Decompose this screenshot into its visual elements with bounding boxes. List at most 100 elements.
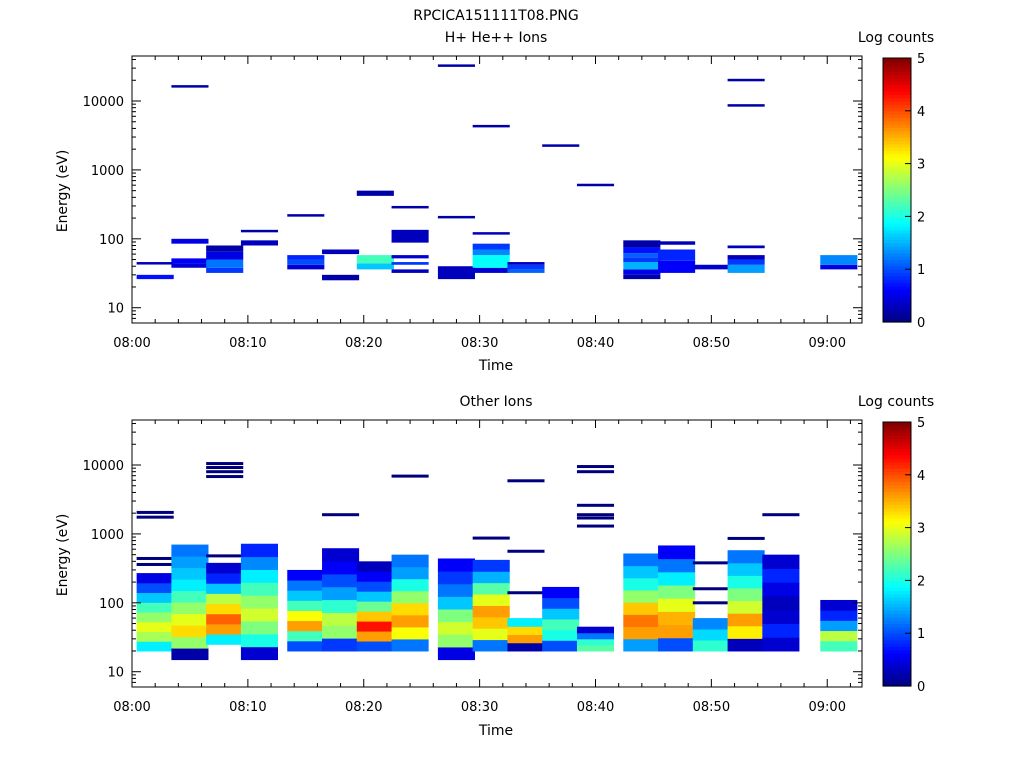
spectrogram-cell bbox=[472, 559, 510, 572]
spectrogram-cell bbox=[287, 569, 325, 581]
spectrogram-cell bbox=[472, 255, 510, 268]
colorbar-swatch bbox=[883, 560, 911, 565]
spectrogram-cell bbox=[472, 571, 510, 584]
colorbar-swatch bbox=[883, 87, 911, 92]
spectrogram-cell bbox=[727, 78, 765, 82]
spectrogram-cell bbox=[623, 626, 661, 640]
colorbar-swatch bbox=[883, 285, 911, 290]
spectrogram-cell bbox=[472, 249, 510, 256]
colorbar-swatch bbox=[883, 190, 911, 194]
x-tick-label: 08:40 bbox=[577, 336, 614, 351]
spectrogram-cell bbox=[206, 583, 244, 594]
colorbar-swatch bbox=[883, 256, 911, 260]
spectrogram-cell bbox=[206, 634, 244, 645]
colorbar-swatch bbox=[883, 173, 911, 178]
spectrogram-cell bbox=[692, 629, 730, 641]
colorbar-tick-label: 1 bbox=[917, 263, 925, 278]
colorbar-swatch bbox=[883, 289, 911, 293]
spectrogram-cell bbox=[206, 245, 244, 252]
spectrogram-cell bbox=[437, 646, 475, 661]
colorbar-frame bbox=[882, 57, 912, 323]
spectrogram-cell bbox=[507, 269, 545, 273]
spectrogram-cell bbox=[437, 571, 475, 585]
colorbar-swatch bbox=[883, 186, 911, 191]
colorbar-bottom: Log counts 0 1 2 3 4 5 bbox=[858, 394, 934, 695]
colorbar-swatch bbox=[883, 229, 911, 234]
spectrogram-cell bbox=[576, 638, 615, 646]
spectrogram-cell bbox=[727, 613, 765, 627]
x-tick-label: 08:20 bbox=[345, 336, 382, 351]
spectrogram-cell bbox=[472, 639, 510, 652]
colorbar-swatch bbox=[883, 140, 911, 145]
spectrogram-cell bbox=[820, 630, 858, 642]
spectrogram-cell bbox=[692, 264, 730, 270]
y-axis-label: Energy (eV) bbox=[55, 514, 71, 597]
spectrogram-cell bbox=[206, 562, 244, 574]
colorbar-swatch bbox=[883, 308, 911, 313]
spectrogram-cell bbox=[171, 625, 209, 638]
spectrogram-cell bbox=[658, 241, 696, 245]
spectrogram-cell bbox=[171, 544, 209, 557]
spectrogram-cell bbox=[437, 583, 475, 597]
spectrogram-cell bbox=[507, 479, 545, 483]
spectrogram-cell bbox=[507, 618, 545, 627]
spectrogram-cell bbox=[507, 634, 545, 644]
colorbar-swatch bbox=[883, 491, 911, 496]
colorbar-swatch bbox=[883, 100, 911, 105]
spectrogram-cell bbox=[171, 556, 209, 569]
colorbar-swatch bbox=[883, 527, 911, 532]
colorbar-swatch bbox=[883, 226, 911, 231]
spectrogram-cell bbox=[322, 561, 360, 575]
spectrogram-cell bbox=[727, 259, 765, 265]
spectrogram-cell bbox=[727, 587, 765, 602]
spectrogram-cell bbox=[240, 543, 278, 558]
colorbar-swatch bbox=[883, 587, 911, 591]
colorbar-swatch bbox=[883, 682, 911, 687]
x-axis-label: Time bbox=[478, 723, 513, 739]
colorbar-swatch bbox=[883, 176, 911, 181]
colorbar-swatch bbox=[883, 232, 911, 237]
colorbar-swatch bbox=[883, 471, 911, 476]
spectrogram-cell bbox=[391, 614, 429, 628]
colorbar-swatch bbox=[883, 199, 911, 204]
colorbar-swatch bbox=[883, 216, 911, 221]
colorbar-swatch bbox=[883, 570, 911, 575]
spectrogram-cell bbox=[437, 609, 475, 623]
spectrogram-cell bbox=[820, 255, 858, 265]
colorbar-tick-label: 0 bbox=[917, 680, 925, 695]
colorbar-swatch bbox=[883, 616, 911, 621]
colorbar-swatch bbox=[883, 504, 911, 509]
spectrogram-cell bbox=[472, 232, 510, 235]
spectrogram-cell bbox=[623, 614, 661, 628]
spectrogram-cell bbox=[472, 594, 510, 606]
spectrogram-cell bbox=[623, 262, 661, 270]
spectrogram-cell bbox=[136, 612, 174, 623]
spectrogram-cell bbox=[576, 465, 615, 469]
spectrogram-cell bbox=[391, 474, 429, 478]
colorbar-tick-label: 4 bbox=[917, 469, 925, 484]
colorbar-swatch bbox=[883, 67, 911, 72]
colorbar-tick-label: 3 bbox=[917, 158, 925, 173]
spectrogram-cell bbox=[820, 599, 858, 611]
colorbar-swatch bbox=[883, 448, 911, 453]
colorbar-swatch bbox=[883, 318, 911, 323]
spectrogram-cell bbox=[391, 602, 429, 616]
plot-frame bbox=[131, 55, 863, 324]
x-tick-label: 08:40 bbox=[577, 700, 614, 715]
colorbar-swatch bbox=[883, 557, 911, 562]
spectrogram-cell bbox=[472, 628, 510, 641]
colorbar-swatch bbox=[883, 643, 911, 647]
spectrogram-cell bbox=[136, 556, 174, 560]
spectrogram-cell bbox=[240, 620, 278, 635]
colorbar-swatch bbox=[883, 295, 911, 300]
colorbar-swatch bbox=[883, 183, 911, 188]
colorbar-swatch bbox=[883, 441, 911, 446]
spectrogram-cell bbox=[727, 255, 765, 260]
spectrogram-cell bbox=[136, 631, 174, 642]
colorbar-swatch bbox=[883, 153, 911, 158]
y-tick-label: 10000 bbox=[83, 459, 124, 474]
colorbar-swatch bbox=[883, 600, 911, 605]
colorbar-swatch bbox=[883, 120, 911, 125]
colorbar-swatch bbox=[883, 438, 911, 443]
colorbar-swatch bbox=[883, 497, 911, 502]
